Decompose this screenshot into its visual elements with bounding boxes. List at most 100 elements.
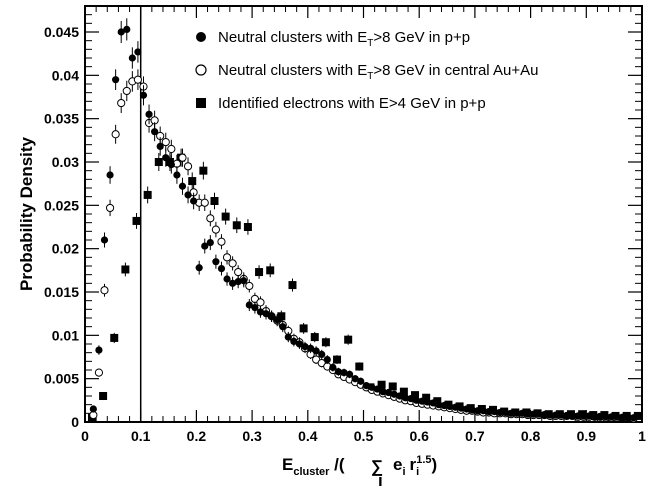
- data-point: [106, 171, 114, 179]
- data-point: [117, 98, 126, 108]
- x-tick-label: 0.8: [521, 428, 541, 444]
- data-point: [299, 324, 308, 333]
- x-title-e: E: [282, 455, 293, 474]
- data-point: [412, 396, 421, 404]
- data-point: [301, 343, 309, 351]
- data-point: [379, 388, 387, 396]
- data-point: [585, 412, 593, 420]
- legend-entry-neutral-auau: Neutral clusters with ET>8 GeV in centra…: [218, 62, 538, 82]
- data-point: [256, 308, 265, 316]
- legend-text: >8 GeV in central Au+Au: [373, 62, 538, 79]
- legend-marker-filled-circle: [196, 32, 206, 42]
- data-point: [310, 333, 319, 342]
- x-tick-label: 0: [81, 428, 89, 444]
- data-point: [355, 362, 364, 371]
- data-point: [210, 197, 219, 205]
- series-electrons-pp: [87, 148, 642, 422]
- data-point: [485, 408, 493, 416]
- data-point: [618, 414, 627, 422]
- data-point: [190, 197, 198, 205]
- legend-entry-neutral-pp: Neutral clusters with ET>8 GeV in p+p: [218, 29, 470, 49]
- legend-text: >8 GeV in p+p: [373, 29, 470, 46]
- x-title-slash: /(: [329, 455, 344, 474]
- data-point: [377, 380, 386, 389]
- data-point: [206, 214, 215, 223]
- data-point: [255, 268, 264, 277]
- data-point: [351, 375, 359, 383]
- data-point: [552, 411, 560, 419]
- data-point: [440, 401, 448, 410]
- data-point: [411, 391, 420, 400]
- data-point: [490, 408, 498, 416]
- data-point: [222, 253, 232, 262]
- x-title-close: ): [432, 455, 438, 474]
- legend-text: Neutral clusters with E: [218, 29, 367, 46]
- axis-ticks: [84, 6, 643, 423]
- series-neutral-pp: [89, 18, 638, 422]
- data-point: [111, 130, 120, 139]
- data-point: [188, 177, 197, 186]
- data-point: [479, 407, 487, 415]
- data-point: [357, 377, 365, 385]
- data-point: [496, 408, 504, 417]
- data-point: [251, 304, 259, 312]
- data-point: [128, 54, 136, 62]
- data-point: [423, 398, 432, 406]
- data-point: [145, 110, 153, 118]
- data-point: [579, 412, 588, 420]
- y-tick-label: 0.025: [44, 197, 79, 213]
- data-point: [422, 393, 431, 402]
- data-point: [288, 281, 297, 290]
- data-point: [457, 404, 465, 412]
- data-point: [121, 265, 130, 274]
- data-point: [321, 338, 330, 347]
- data-point: [433, 397, 442, 406]
- data-point: [462, 405, 471, 413]
- data-point: [340, 369, 348, 377]
- data-point: [574, 412, 582, 420]
- legend-entry-electrons-pp: Identified electrons with E>4 GeV in p+p: [218, 95, 486, 112]
- data-point: [596, 413, 604, 421]
- y-tick-label: 0.035: [44, 111, 79, 127]
- data-point: [334, 368, 343, 376]
- data-point: [273, 316, 281, 324]
- data-point: [507, 409, 515, 417]
- data-point: [211, 225, 220, 234]
- data-point: [451, 403, 460, 411]
- data-point: [546, 411, 554, 419]
- data-point: [245, 301, 253, 309]
- data-point: [195, 264, 203, 272]
- data-point: [217, 237, 226, 246]
- data-point: [468, 406, 476, 414]
- data-point: [266, 266, 275, 275]
- data-point: [418, 397, 426, 405]
- data-point: [295, 340, 304, 348]
- data-point: [323, 356, 331, 364]
- data-point: [154, 158, 163, 166]
- data-point: [368, 383, 376, 391]
- data-point: [221, 212, 230, 221]
- data-point: [228, 259, 237, 268]
- legend-subscript: T: [367, 38, 373, 49]
- data-point: [277, 312, 286, 321]
- data-point: [162, 154, 170, 162]
- y-tick-label: 0.045: [44, 24, 79, 40]
- x-tick-label: 0.1: [131, 428, 151, 444]
- data-point: [513, 409, 521, 417]
- data-point: [312, 347, 320, 355]
- x-title-cluster-sub: cluster: [293, 466, 330, 478]
- series-neutral-auau: [89, 69, 638, 423]
- x-axis-title: Ecluster /( ∑ i ei ri1.5): [282, 454, 437, 490]
- y-tick-label: 0: [71, 414, 79, 430]
- y-tick-labels: 0 0.005 0.01 0.015 0.02 0.025 0.03 0.035 0.04 0.0…: [44, 24, 79, 430]
- data-point: [429, 399, 437, 407]
- x-tick-label: 0.6: [409, 428, 429, 444]
- data-point: [262, 310, 270, 318]
- data-point: [240, 277, 248, 285]
- data-point: [100, 286, 109, 295]
- data-point: [234, 278, 242, 286]
- data-point: [178, 182, 187, 190]
- data-point: [345, 370, 354, 378]
- data-point: [117, 28, 125, 36]
- data-point: [110, 333, 119, 342]
